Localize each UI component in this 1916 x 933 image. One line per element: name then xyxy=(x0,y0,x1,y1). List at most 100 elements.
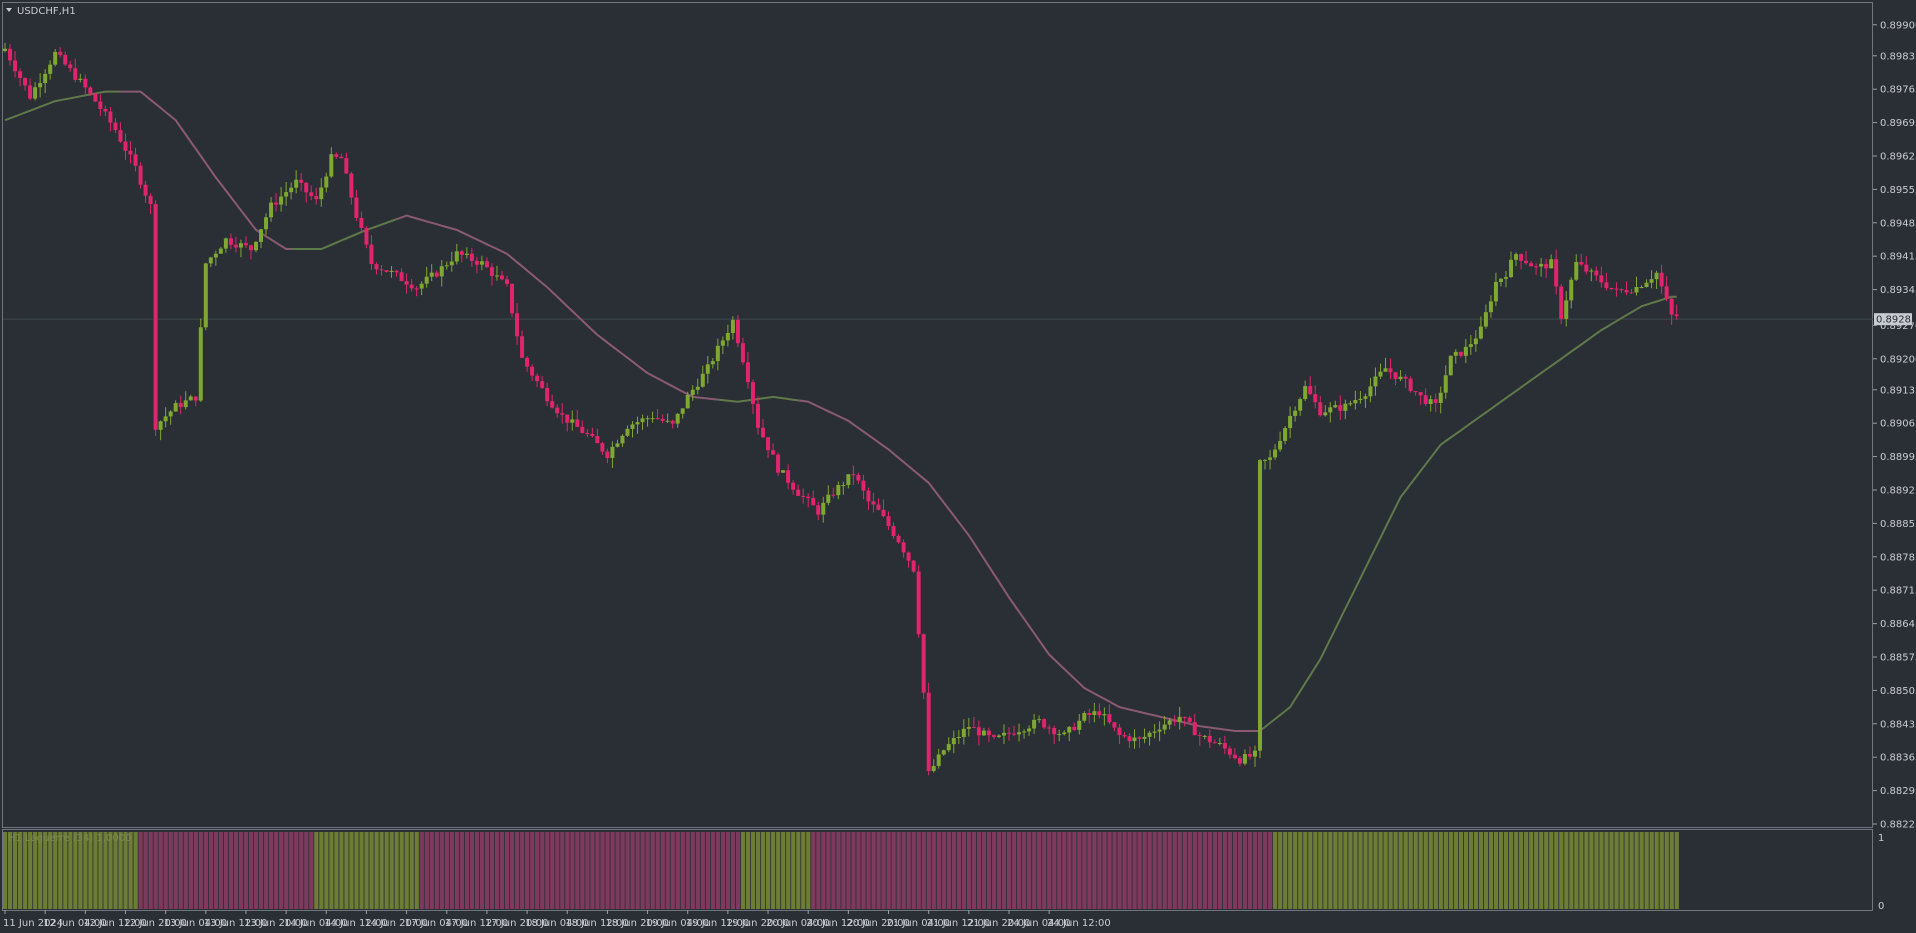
candle xyxy=(660,414,665,424)
candle-body xyxy=(1077,720,1082,730)
histogram-bar xyxy=(33,832,38,909)
candle-body xyxy=(1192,722,1197,736)
candle xyxy=(665,413,670,423)
histogram-bar xyxy=(1423,832,1428,909)
candle xyxy=(735,315,740,348)
histogram-bar xyxy=(1082,832,1087,909)
histogram-bar xyxy=(133,832,138,909)
candle xyxy=(284,181,289,206)
y-tick-label: 0.88785 xyxy=(1880,552,1916,563)
candle-body xyxy=(535,375,540,382)
histogram-bar xyxy=(1448,832,1453,909)
histogram-bar xyxy=(208,832,214,909)
candle-body xyxy=(996,735,1001,737)
histogram-bar xyxy=(1152,832,1157,909)
candle-body xyxy=(630,424,635,429)
candle xyxy=(1524,250,1529,265)
candle-body xyxy=(489,267,494,276)
candle-body xyxy=(715,345,720,362)
histogram-bar xyxy=(13,832,18,909)
candle-body xyxy=(1554,259,1559,287)
histogram-bar xyxy=(700,832,705,909)
candle xyxy=(766,437,771,459)
candle xyxy=(133,147,138,172)
histogram-bar xyxy=(931,832,936,909)
candle xyxy=(494,265,499,281)
candle xyxy=(851,465,856,486)
candle xyxy=(1383,357,1388,372)
histogram-bar xyxy=(1273,832,1278,909)
histogram-bar xyxy=(153,832,158,909)
histogram-bar xyxy=(540,832,545,909)
candle-body xyxy=(103,109,108,112)
candle xyxy=(1313,385,1318,409)
candle-body xyxy=(133,154,138,166)
candle xyxy=(655,409,660,420)
histogram-bar xyxy=(670,832,675,909)
histogram-bar xyxy=(595,832,600,909)
histogram-bar xyxy=(464,832,470,909)
candle-body xyxy=(705,364,710,374)
histogram-bar xyxy=(18,832,23,909)
candle-body xyxy=(515,313,520,337)
histogram-bar xyxy=(1619,832,1624,909)
candle-body xyxy=(1102,714,1107,716)
candle xyxy=(1544,258,1549,278)
candle xyxy=(319,178,324,207)
candle xyxy=(1007,727,1011,741)
histogram-bar xyxy=(1212,832,1218,909)
candle xyxy=(349,171,354,205)
histogram-bar xyxy=(1012,832,1017,909)
candle-body xyxy=(113,122,118,131)
collapse-triangle-icon[interactable] xyxy=(6,8,12,12)
histogram-bar xyxy=(228,832,234,909)
candle-body xyxy=(254,241,258,251)
symbol-header[interactable]: USDCHF,H1 xyxy=(6,6,76,17)
histogram-bar xyxy=(710,832,716,909)
histogram-bar xyxy=(349,832,354,909)
candle xyxy=(1408,376,1413,393)
candle-body xyxy=(459,251,464,255)
candle-body xyxy=(575,419,580,427)
candle xyxy=(1564,291,1569,327)
candle xyxy=(73,58,78,83)
histogram-bar xyxy=(98,832,103,909)
candle xyxy=(570,410,575,431)
histogram-bar xyxy=(1373,832,1378,909)
candle-body xyxy=(660,418,665,421)
histogram-bar xyxy=(831,832,836,909)
candle-body xyxy=(1348,403,1353,405)
candle xyxy=(1132,729,1137,749)
current-price-box xyxy=(1874,313,1912,326)
candle xyxy=(1318,395,1323,417)
candle xyxy=(329,147,334,179)
x-tick-label: 20 Jun 20:00 xyxy=(846,918,910,929)
histogram-bar xyxy=(259,832,264,909)
histogram-bar xyxy=(1403,832,1408,909)
current-price-text: 0.89283 xyxy=(1876,315,1916,326)
histogram-bar xyxy=(289,832,294,909)
x-tick-label: 24 Jun 04:00 xyxy=(1007,918,1071,929)
candle xyxy=(595,428,600,444)
candle xyxy=(771,443,776,455)
candle xyxy=(520,330,525,359)
histogram-bar xyxy=(1192,832,1197,909)
histogram-bar xyxy=(1443,832,1448,909)
histogram-bar xyxy=(459,832,465,909)
candle xyxy=(675,413,680,428)
candle-body xyxy=(1107,714,1112,723)
candle-body xyxy=(238,243,243,248)
candle xyxy=(1418,391,1423,405)
candle-body xyxy=(1112,722,1117,728)
candle-body xyxy=(1403,376,1408,379)
candle xyxy=(630,421,635,438)
candle xyxy=(876,498,881,511)
candle-body xyxy=(971,727,976,729)
candle-body xyxy=(1569,279,1574,301)
candle xyxy=(469,247,474,267)
candle-body xyxy=(816,505,821,515)
